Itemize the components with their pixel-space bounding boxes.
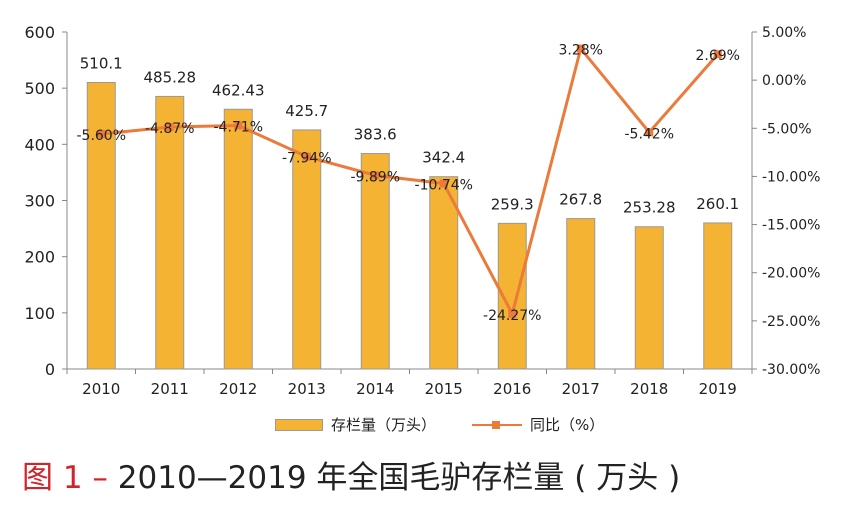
legend-bar-label: 存栏量（万头） <box>331 416 437 434</box>
yoy-line <box>101 45 719 318</box>
x-tick-label: 2017 <box>562 380 600 398</box>
x-tick-label: 2014 <box>356 380 394 398</box>
figure-caption: 图 1 – 2010—2019 年全国毛驴存栏量 ( 万头 ) <box>22 452 680 497</box>
right-tick-label: -25.00% <box>762 314 820 330</box>
yoy-marker <box>508 309 517 318</box>
bar <box>155 95 185 370</box>
bar-value-label: 425.7 <box>285 102 328 120</box>
left-tick-label: 400 <box>24 135 55 154</box>
right-tick-label: -30.00% <box>762 362 820 378</box>
x-tick-label: 2011 <box>151 380 189 398</box>
x-tick-label: 2019 <box>699 380 737 398</box>
right-tick-label: -5.00% <box>762 121 812 137</box>
yoy-value-label: 3.28% <box>559 43 603 59</box>
right-tick-label: -15.00% <box>762 218 820 234</box>
caption-text: 2010—2019 年全国毛驴存栏量 ( 万头 ) <box>107 460 681 496</box>
yoy-value-label: -4.71% <box>213 119 263 135</box>
yoy-marker <box>576 44 585 53</box>
yoy-value-label: -9.89% <box>350 169 400 185</box>
bar-value-label: 253.28 <box>623 199 676 217</box>
yoy-marker <box>234 121 243 130</box>
left-tick-label: 300 <box>24 192 55 211</box>
bar-value-label: 383.6 <box>354 126 397 144</box>
bar <box>86 81 116 370</box>
yoy-value-label: -10.74% <box>415 178 473 194</box>
bar-value-label: 462.43 <box>212 81 265 99</box>
x-tick-label: 2018 <box>630 380 668 398</box>
yoy-marker <box>302 152 311 161</box>
bar <box>703 222 733 370</box>
legend: 存栏量（万头） 同比（%） <box>275 414 604 435</box>
yoy-marker <box>371 171 380 180</box>
figure-number: 图 1 – <box>22 460 108 496</box>
yoy-marker <box>713 50 722 59</box>
bar <box>292 129 322 370</box>
right-tick-label: -20.00% <box>762 266 820 282</box>
bar-value-label: 342.4 <box>422 149 465 167</box>
x-tick-label: 2016 <box>493 380 531 398</box>
combo-chart: 0 100 200 300 400 500 600 -30.00% -25.00% -20.00%… <box>24 23 820 398</box>
yoy-marker <box>439 179 448 188</box>
bar <box>429 176 459 370</box>
bar-value-label: 510.1 <box>80 54 123 72</box>
x-tick-label: 2015 <box>425 380 463 398</box>
right-tick-label: 0.00% <box>762 73 806 89</box>
left-tick-label: 200 <box>24 248 55 267</box>
x-tick-label: 2013 <box>288 380 326 398</box>
x-tick-label: 2012 <box>219 380 257 398</box>
legend-line-swatch <box>472 418 523 432</box>
yoy-value-label: -4.87% <box>145 121 195 137</box>
right-tick-label: 5.00% <box>762 25 806 41</box>
bar-value-label: 260.1 <box>696 195 739 213</box>
yoy-value-label: -5.42% <box>624 126 674 142</box>
x-tick-label: 2010 <box>82 380 120 398</box>
left-tick-label: 100 <box>24 304 55 323</box>
yoy-marker <box>645 128 654 137</box>
legend-line-label: 同比（%） <box>530 416 605 434</box>
yoy-marker <box>165 123 174 132</box>
yoy-value-label: -24.27% <box>483 308 541 324</box>
yoy-value-label: -5.60% <box>76 128 126 144</box>
yoy-value-label: 2.69% <box>696 48 740 64</box>
bar <box>566 218 596 370</box>
left-tick-label: 500 <box>24 79 55 98</box>
bar-value-label: 259.3 <box>491 195 534 213</box>
yoy-value-label: -7.94% <box>282 151 332 167</box>
bar <box>223 108 253 370</box>
bar-value-label: 267.8 <box>559 191 602 209</box>
bar <box>634 226 664 370</box>
bar <box>360 153 390 370</box>
right-tick-label: -10.00% <box>762 169 820 185</box>
legend-bar-swatch <box>275 418 323 431</box>
yoy-marker <box>97 130 106 139</box>
bar-value-label: 485.28 <box>144 68 197 86</box>
left-tick-label: 600 <box>24 23 55 42</box>
left-tick-label: 0 <box>45 360 55 379</box>
